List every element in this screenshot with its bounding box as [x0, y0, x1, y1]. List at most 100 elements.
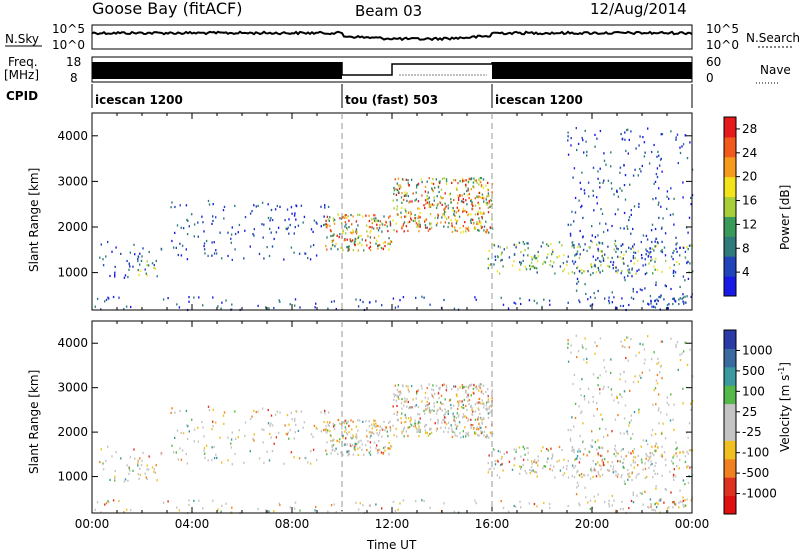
- velocity-point: [520, 506, 522, 509]
- power-colorbar-frame: [723, 116, 737, 297]
- velocity-point: [474, 499, 476, 502]
- velocity-point: [654, 472, 656, 475]
- power-point: [443, 213, 445, 216]
- power-point: [179, 204, 181, 207]
- power-point: [585, 140, 587, 143]
- velocity-colorbar-tick-label: 500: [742, 364, 765, 378]
- power-point: [614, 239, 617, 243]
- velocity-point: [457, 402, 460, 405]
- velocity-point: [575, 334, 577, 337]
- power-point: [553, 261, 555, 264]
- power-point: [676, 242, 678, 245]
- power-point: [488, 194, 490, 197]
- velocity-point: [331, 439, 334, 442]
- velocity-point: [636, 494, 638, 497]
- power-point: [389, 222, 392, 225]
- power-colorbar-swatch: [724, 156, 736, 178]
- power-point: [558, 241, 561, 244]
- velocity-point: [615, 455, 617, 458]
- velocity-point: [616, 396, 618, 399]
- velocity-point: [654, 433, 657, 436]
- power-point: [519, 261, 521, 264]
- power-point: [357, 305, 360, 308]
- velocity-point: [579, 450, 581, 453]
- power-point: [325, 244, 327, 248]
- power-point: [361, 238, 363, 241]
- noise-tick-high-left: 10^5: [52, 22, 85, 36]
- power-point: [648, 162, 651, 165]
- velocity-point: [400, 421, 403, 424]
- velocity-point: [469, 384, 471, 387]
- power-point: [580, 269, 583, 272]
- power-point: [525, 268, 528, 271]
- velocity-point: [146, 478, 148, 481]
- velocity-point: [315, 505, 317, 508]
- power-point: [541, 305, 543, 308]
- power-point: [453, 179, 455, 182]
- velocity-point: [650, 463, 652, 467]
- power-point: [217, 305, 219, 308]
- power-point: [424, 206, 426, 210]
- power-point: [114, 271, 116, 274]
- power-point: [529, 268, 531, 271]
- velocity-point: [487, 388, 489, 391]
- power-point: [688, 244, 691, 247]
- power-point: [451, 224, 453, 227]
- power-point: [424, 190, 427, 193]
- velocity-point: [237, 436, 239, 439]
- power-point: [573, 262, 575, 265]
- velocity-point: [611, 494, 613, 497]
- velocity-point: [193, 428, 196, 431]
- velocity-point: [663, 451, 666, 454]
- power-point: [430, 222, 432, 225]
- velocity-point: [650, 455, 652, 458]
- velocity-point: [375, 422, 377, 425]
- power-point: [437, 214, 439, 217]
- power-point: [263, 223, 265, 226]
- velocity-point: [455, 393, 458, 396]
- power-point: [358, 213, 361, 216]
- velocity-point: [577, 484, 580, 487]
- velocity-point: [473, 383, 475, 387]
- velocity-point: [411, 406, 413, 409]
- velocity-point: [378, 432, 381, 435]
- velocity-point: [488, 400, 490, 403]
- power-point: [285, 227, 287, 230]
- power-point: [581, 171, 583, 174]
- velocity-point: [257, 507, 259, 511]
- velocity-point: [444, 398, 446, 401]
- velocity-point: [419, 430, 421, 433]
- power-point: [411, 200, 413, 203]
- power-point: [434, 186, 436, 189]
- velocity-point: [387, 435, 389, 438]
- velocity-point: [620, 476, 622, 479]
- power-point: [638, 268, 640, 271]
- power-point: [457, 202, 459, 205]
- power-point: [488, 200, 490, 203]
- velocity-point: [576, 457, 578, 460]
- velocity-point: [596, 345, 598, 348]
- velocity-point: [404, 421, 406, 424]
- power-point: [123, 276, 126, 279]
- power-point: [384, 245, 386, 248]
- frequency-panel: Freq. [MHz] 18 8 60 0 Nave: [4, 55, 791, 85]
- power-point: [675, 138, 677, 141]
- velocity-point: [602, 463, 605, 467]
- velocity-point: [627, 359, 629, 362]
- velocity-point: [382, 452, 384, 455]
- power-point: [396, 213, 399, 216]
- velocity-point: [485, 390, 487, 393]
- velocity-point: [575, 493, 578, 496]
- power-point: [414, 217, 416, 220]
- velocity-point: [424, 425, 426, 428]
- velocity-point: [641, 461, 643, 464]
- power-point: [604, 253, 606, 256]
- velocity-point: [453, 419, 455, 422]
- velocity-point: [463, 415, 465, 418]
- power-point: [526, 242, 528, 245]
- power-point: [261, 201, 264, 204]
- power-point: [501, 251, 503, 254]
- power-point: [497, 245, 500, 248]
- power-point: [665, 259, 667, 262]
- power-point: [429, 227, 431, 231]
